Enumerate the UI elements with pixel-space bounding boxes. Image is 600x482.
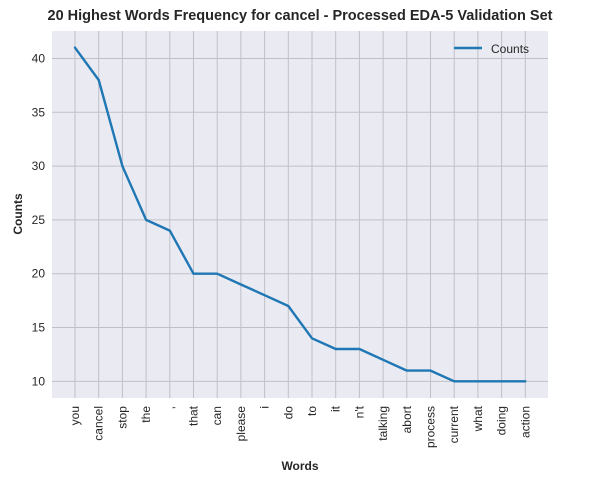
x-tick-label: it bbox=[329, 405, 343, 412]
y-tick-label: 10 bbox=[32, 374, 46, 388]
x-tick-label: stop bbox=[115, 406, 129, 429]
x-tick-label: talking bbox=[376, 406, 390, 441]
y-tick-label: 25 bbox=[32, 213, 46, 227]
x-tick-label: n't bbox=[352, 405, 366, 418]
x-tick-label: can bbox=[210, 406, 224, 425]
x-tick-label: process bbox=[424, 406, 438, 448]
y-tick-label: 20 bbox=[32, 267, 46, 281]
gridlines bbox=[52, 31, 548, 398]
x-axis-title: Words bbox=[281, 459, 318, 473]
x-tick-label: do bbox=[281, 406, 295, 420]
x-tick-label: doing bbox=[495, 406, 509, 435]
y-tick-label: 15 bbox=[32, 321, 46, 335]
x-tick-label: action bbox=[518, 406, 532, 438]
x-tick-label: current bbox=[447, 405, 461, 443]
x-tick-label: to bbox=[305, 406, 319, 416]
series-line-counts bbox=[73, 46, 527, 383]
x-tick-label: that bbox=[187, 405, 201, 426]
legend-label-counts: Counts bbox=[491, 42, 529, 56]
y-tick-label: 40 bbox=[32, 51, 46, 65]
x-tick-label: what bbox=[471, 405, 485, 432]
series-layer bbox=[73, 46, 527, 383]
y-axis-ticks: 10 15 20 25 30 35 40 bbox=[32, 51, 46, 388]
y-tick-label: 35 bbox=[32, 105, 46, 119]
legend: Counts bbox=[454, 42, 529, 56]
y-tick-label: 30 bbox=[32, 159, 46, 173]
x-tick-label: cancel bbox=[92, 406, 106, 441]
chart-title: 20 Highest Words Frequency for cancel - … bbox=[48, 8, 553, 24]
y-axis-title: Counts bbox=[11, 193, 25, 235]
x-tick-label: you bbox=[68, 406, 82, 425]
x-tick-label: , bbox=[163, 406, 177, 409]
x-tick-label: please bbox=[234, 406, 248, 442]
x-axis-ticks: you cancel stop the, that can please i do to it n't… bbox=[68, 405, 532, 448]
x-tick-label: the bbox=[139, 406, 153, 423]
x-tick-label: i bbox=[258, 406, 272, 409]
plot-area bbox=[52, 31, 548, 398]
x-tick-label: abort bbox=[400, 405, 414, 433]
